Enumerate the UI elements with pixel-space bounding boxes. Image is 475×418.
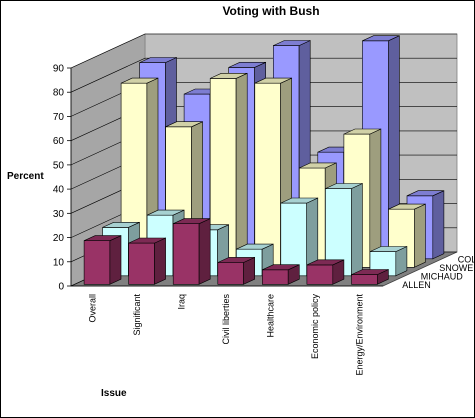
bar-side-face xyxy=(235,72,248,268)
bar-top-face xyxy=(369,246,408,252)
bar-top-face xyxy=(228,61,266,68)
bar-top-face xyxy=(343,128,382,135)
y-tick-label: 20 xyxy=(53,233,65,244)
y-tick-label: 40 xyxy=(53,185,65,196)
x-axis-label: Issue xyxy=(101,388,127,399)
bar-front-face xyxy=(128,242,155,285)
bar-top-face xyxy=(217,257,255,263)
bar-top-face xyxy=(128,237,166,244)
y-tick-label: 70 xyxy=(53,112,65,123)
bar-front-face xyxy=(172,223,200,285)
series-label: COLLINS xyxy=(458,254,474,264)
bar-michaud-4 xyxy=(280,197,319,277)
y-tick-label: 30 xyxy=(53,209,65,220)
bar-top-face xyxy=(362,35,400,42)
bar-top-face xyxy=(102,222,140,228)
y-tick-label: 50 xyxy=(53,160,65,171)
bar-allen-5 xyxy=(306,259,345,285)
bar-snowe-2 xyxy=(209,72,248,268)
bar-top-face xyxy=(83,235,122,241)
bar-top-face xyxy=(165,121,203,128)
series-label: ALLEN xyxy=(402,280,431,290)
bar-allen-0 xyxy=(83,235,122,285)
y-tick-label: 0 xyxy=(58,282,64,293)
chart-bars xyxy=(83,35,445,285)
bar-allen-1 xyxy=(128,237,166,285)
x-tick-label: Overall xyxy=(87,294,97,323)
bar-side-face xyxy=(369,128,382,268)
bar-top-face xyxy=(406,190,445,197)
bar-side-face xyxy=(198,218,211,285)
bar-top-face xyxy=(273,40,311,46)
series-label: SNOWE xyxy=(439,263,473,273)
bar-top-face xyxy=(388,203,426,210)
bar-front-face xyxy=(306,264,334,285)
bar-front-face xyxy=(83,240,111,285)
bar-allen-6 xyxy=(351,269,389,285)
bar-top-face xyxy=(280,197,318,204)
y-axis-label: Percent xyxy=(7,171,44,182)
x-tick-label: Significant xyxy=(132,294,142,336)
gridline xyxy=(70,57,457,93)
bar-front-face xyxy=(217,262,244,285)
bar-snowe-5 xyxy=(343,128,382,268)
bar-top-face xyxy=(210,73,248,79)
bar-top-face xyxy=(262,264,300,271)
bar-allen-4 xyxy=(261,264,300,285)
gridline xyxy=(70,33,457,69)
y-tick-label: 10 xyxy=(53,257,65,268)
bar-michaud-5 xyxy=(325,183,363,277)
x-tick-label: Iraq xyxy=(176,294,186,310)
x-tick-label: Civil liberties xyxy=(221,294,231,345)
bar-top-face xyxy=(254,77,292,84)
bar-top-face xyxy=(236,243,274,250)
chart-title: Voting with Bush xyxy=(222,4,319,18)
bar-front-face xyxy=(261,269,289,285)
chart-labels: Voting with Bush Percent Issue 0 10 20 30 40… xyxy=(7,4,474,399)
bar-allen-3 xyxy=(217,256,255,285)
bar-side-face xyxy=(413,203,426,268)
bar-side-face xyxy=(350,183,363,277)
bar-top-face xyxy=(139,57,177,63)
bar-top-face xyxy=(351,269,389,275)
bar-top-face xyxy=(299,162,337,169)
bar-top-face xyxy=(173,218,211,224)
bar-side-face xyxy=(109,235,122,285)
bar-allen-2 xyxy=(172,218,211,285)
bar-side-face xyxy=(154,237,166,285)
y-tick-label: 60 xyxy=(53,136,65,147)
bar-front-face xyxy=(351,274,378,285)
bar-front-face xyxy=(254,82,281,268)
bar-top-face xyxy=(146,209,185,216)
x-tick-label: Healthcare xyxy=(266,294,276,338)
x-tick-label: Energy/Environment xyxy=(355,294,365,376)
y-tick-label: 90 xyxy=(53,64,65,75)
bar-top-face xyxy=(120,77,159,84)
bar-top-face xyxy=(306,259,345,266)
bar-side-face xyxy=(432,190,445,260)
x-tick-label: Economic policy xyxy=(310,294,320,360)
y-tick-label: 80 xyxy=(53,88,65,99)
series-label: MICHAUD xyxy=(421,271,463,281)
bar-top-face xyxy=(325,183,363,189)
bar-snowe-6 xyxy=(388,203,426,268)
